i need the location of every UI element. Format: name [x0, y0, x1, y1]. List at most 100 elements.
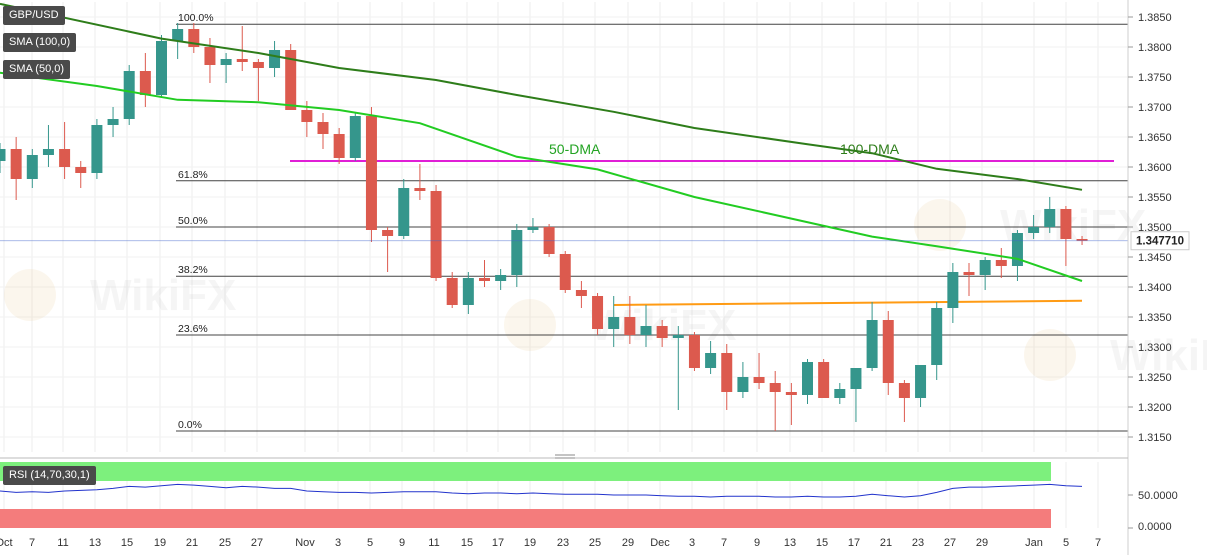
price-tick-label: 1.3400	[1138, 282, 1172, 294]
candle	[769, 371, 781, 431]
watermark-logo-icon	[4, 269, 56, 321]
candle	[398, 179, 410, 239]
candle	[1028, 215, 1040, 239]
time-tick-label: 27	[944, 537, 956, 549]
fib-label: 0.0%	[178, 419, 202, 431]
candle	[931, 302, 943, 380]
rsi-line	[0, 483, 1083, 498]
price-tick-label: 1.3750	[1138, 72, 1172, 84]
price-tick-label: 1.3700	[1138, 102, 1172, 114]
candle-body	[979, 260, 991, 275]
candle	[705, 341, 717, 374]
candle-body	[1044, 209, 1056, 227]
candle	[75, 161, 87, 188]
candle-body	[252, 62, 264, 68]
candle	[236, 26, 248, 71]
time-tick-label: 23	[912, 537, 924, 549]
candle	[737, 362, 749, 398]
candle	[446, 272, 458, 308]
time-tick-label: 9	[399, 537, 405, 549]
candle-body	[91, 125, 103, 173]
legend-sma100[interactable]: SMA (100,0)	[3, 33, 77, 52]
rsi-oversold-zone	[0, 509, 1051, 528]
time-tick-label: Oct	[0, 537, 13, 549]
candle-body	[301, 110, 313, 122]
candle-body	[931, 308, 943, 365]
candle	[656, 320, 668, 347]
candle	[285, 44, 297, 110]
sma100-line	[0, 2, 1083, 191]
candle	[107, 107, 119, 137]
fib-label: 38.2%	[178, 264, 208, 276]
price-tick-label: 1.3800	[1138, 42, 1172, 54]
time-tick-label: 21	[186, 537, 198, 549]
fib-label: 61.8%	[178, 169, 208, 181]
candle	[317, 113, 329, 149]
candle-body	[107, 119, 119, 125]
candle-body	[382, 230, 394, 236]
legend-gbpusd[interactable]: GBP/USD	[3, 6, 65, 25]
fib-label: 50.0%	[178, 215, 208, 227]
candle	[559, 251, 571, 293]
time-tick-label: 7	[29, 537, 35, 549]
candle-body	[592, 296, 604, 329]
candle-body	[139, 71, 151, 95]
candle-body	[575, 290, 587, 296]
candle	[640, 305, 652, 347]
candle	[42, 125, 54, 167]
candle-body	[995, 260, 1007, 266]
candle	[898, 380, 910, 422]
candle-body	[802, 362, 813, 395]
last-price-box	[1130, 231, 1190, 251]
time-tick-label: 13	[89, 537, 101, 549]
time-tick-label: 7	[1095, 537, 1101, 549]
price-axis: 1.3850 1.3800 1.3750 1.3700 1.3650 1.3600 1.35…	[1127, 0, 1172, 555]
time-tick-label: 19	[154, 537, 166, 549]
candle-body	[737, 377, 749, 392]
legend-sma50[interactable]: SMA (50,0)	[3, 60, 71, 79]
candle-body	[156, 41, 167, 95]
fib-label: 100.0%	[178, 12, 214, 24]
candle-body	[527, 227, 539, 230]
candle	[511, 224, 523, 287]
time-tick-label: 23	[557, 537, 569, 549]
price-tick-label: 1.3500	[1138, 222, 1172, 234]
candle	[915, 365, 927, 407]
candle-body	[220, 59, 232, 65]
candle-body	[0, 149, 6, 161]
watermark-logo-icon	[914, 199, 966, 251]
candle	[0, 143, 6, 173]
candle	[1044, 197, 1056, 233]
candle	[462, 272, 474, 314]
watermark-text: WikiFX	[90, 271, 236, 320]
time-tick-label: 25	[589, 537, 601, 549]
candle-body	[398, 188, 410, 236]
candle	[818, 359, 830, 398]
fibonacci-levels: 100.0% 61.8% 50.0% 38.2% 23.6% 0.0%	[176, 12, 1128, 432]
time-tick-label: Dec	[650, 537, 670, 549]
sma50-line	[0, 71, 1083, 282]
legend-rsi[interactable]: RSI (14,70,30,1)	[3, 466, 96, 485]
candle-body	[42, 149, 54, 155]
candle-body	[753, 377, 765, 383]
candle	[10, 137, 22, 200]
time-tick-label: 3	[689, 537, 695, 549]
candle	[721, 344, 733, 410]
candle	[479, 260, 490, 287]
price-tick-label: 1.3150	[1138, 432, 1172, 444]
rsi-overbought-zone	[0, 462, 1051, 481]
candle	[156, 35, 167, 98]
time-tick-label: 3	[335, 537, 341, 549]
time-tick-label: 19	[524, 537, 536, 549]
candle	[382, 227, 394, 272]
annotation-50dma: 50-DMA	[549, 141, 601, 157]
candle-body	[850, 368, 862, 389]
candle	[349, 113, 361, 161]
time-tick-label: 27	[251, 537, 263, 549]
candle	[414, 164, 426, 200]
candle-body	[285, 50, 297, 110]
candle-body	[898, 383, 910, 398]
candle-body	[834, 389, 846, 398]
candle-body	[10, 149, 22, 179]
candle	[979, 257, 991, 290]
